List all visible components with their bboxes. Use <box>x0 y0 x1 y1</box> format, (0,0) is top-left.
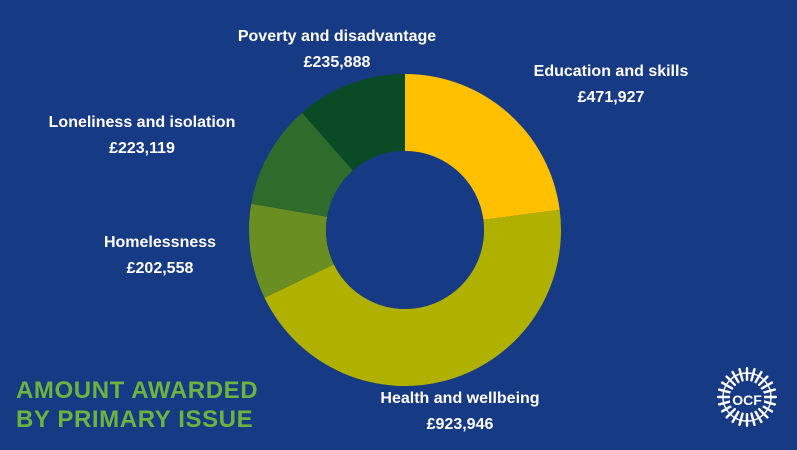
slice-homelessness <box>248 203 334 298</box>
label-health-and-wellbeing: Health and wellbeing £923,946 <box>380 390 539 433</box>
chart-headline: AMOUNT AWARDED BY PRIMARY ISSUE <box>16 376 316 434</box>
slice-value-loneliness-and-isolation: £223,119 <box>109 140 175 157</box>
slice-label-loneliness-and-isolation: Loneliness and isolation <box>49 114 236 131</box>
label-homelessness: Homelessness £202,558 <box>104 234 216 277</box>
donut-slices <box>248 74 562 387</box>
slice-health-and-wellbeing <box>264 209 562 387</box>
ocf-logo: OCF <box>717 367 777 427</box>
slice-label-education-and-skills: Education and skills <box>534 63 689 80</box>
slice-label-health-and-wellbeing: Health and wellbeing <box>380 390 539 407</box>
ocf-logo-text: OCF <box>732 392 762 408</box>
ocf-logo-icon: OCF <box>717 367 777 427</box>
slice-value-homelessness: £202,558 <box>127 260 194 277</box>
slice-value-education-and-skills: £471,927 <box>578 89 645 106</box>
slice-label-homelessness: Homelessness <box>104 234 216 251</box>
slice-label-poverty-and-disadvantage: Poverty and disadvantage <box>238 28 436 45</box>
label-education-and-skills: Education and skills £471,927 <box>534 63 689 106</box>
slice-poverty-and-disadvantage <box>302 74 405 171</box>
slice-labels: Education and skills £471,927 Health and… <box>49 28 689 433</box>
headline-line-2: BY PRIMARY ISSUE <box>16 406 254 433</box>
label-loneliness-and-isolation: Loneliness and isolation £223,119 <box>49 114 236 157</box>
label-poverty-and-disadvantage: Poverty and disadvantage £235,888 <box>238 28 436 71</box>
slice-education-and-skills <box>405 74 560 220</box>
slice-value-health-and-wellbeing: £923,946 <box>427 416 494 433</box>
donut-hole <box>326 151 484 309</box>
slice-value-poverty-and-disadvantage: £235,888 <box>304 54 371 71</box>
slice-loneliness-and-isolation <box>251 112 353 217</box>
headline-line-1: AMOUNT AWARDED <box>16 377 259 404</box>
